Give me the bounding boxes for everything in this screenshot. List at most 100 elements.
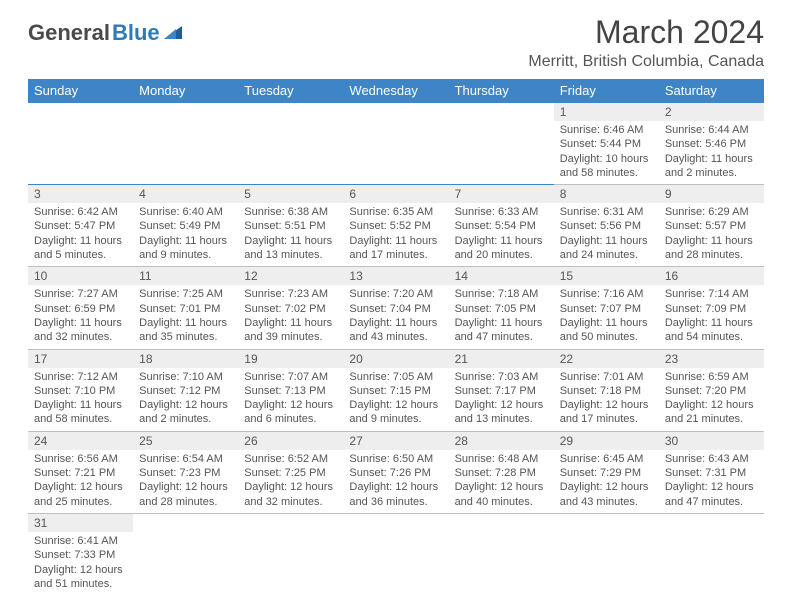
calendar-cell: 10Sunrise: 7:27 AMSunset: 6:59 PMDayligh… [28,267,133,349]
day-info: Sunrise: 6:40 AMSunset: 5:49 PMDaylight:… [133,203,238,266]
day-number: 25 [133,432,238,450]
info-line: Daylight: 12 hours [560,480,653,494]
info-line: Daylight: 11 hours [560,316,653,330]
info-line: and 28 minutes. [139,495,232,509]
info-line: Daylight: 11 hours [455,316,548,330]
info-line: and 2 minutes. [665,166,758,180]
day-number: 12 [238,267,343,285]
day-info: Sunrise: 7:18 AMSunset: 7:05 PMDaylight:… [449,285,554,348]
dayname: Thursday [449,79,554,103]
info-line: and 9 minutes. [349,412,442,426]
info-line: Sunset: 7:01 PM [139,302,232,316]
dayname: Monday [133,79,238,103]
info-line: Sunrise: 6:38 AM [244,205,337,219]
info-line: Daylight: 11 hours [560,234,653,248]
info-line: Sunrise: 7:03 AM [455,370,548,384]
calendar-cell: 25Sunrise: 6:54 AMSunset: 7:23 PMDayligh… [133,431,238,513]
day-info: Sunrise: 7:25 AMSunset: 7:01 PMDaylight:… [133,285,238,348]
day-info: Sunrise: 6:43 AMSunset: 7:31 PMDaylight:… [659,450,764,513]
info-line: Sunrise: 7:05 AM [349,370,442,384]
info-line: Sunrise: 6:33 AM [455,205,548,219]
calendar-cell [133,103,238,185]
info-line: and 47 minutes. [665,495,758,509]
day-number: 27 [343,432,448,450]
info-line: Sunrise: 7:14 AM [665,287,758,301]
day-number: 7 [449,185,554,203]
info-line: Sunset: 7:15 PM [349,384,442,398]
day-info: Sunrise: 7:16 AMSunset: 7:07 PMDaylight:… [554,285,659,348]
info-line: Daylight: 12 hours [139,480,232,494]
info-line: Daylight: 11 hours [665,152,758,166]
dayname-row: Sunday Monday Tuesday Wednesday Thursday… [28,79,764,103]
day-number: 1 [554,103,659,121]
info-line: and 58 minutes. [560,166,653,180]
calendar-cell: 12Sunrise: 7:23 AMSunset: 7:02 PMDayligh… [238,267,343,349]
calendar-cell: 8Sunrise: 6:31 AMSunset: 5:56 PMDaylight… [554,185,659,267]
info-line: Sunset: 7:28 PM [455,466,548,480]
dayname: Saturday [659,79,764,103]
calendar-cell: 5Sunrise: 6:38 AMSunset: 5:51 PMDaylight… [238,185,343,267]
info-line: and 50 minutes. [560,330,653,344]
calendar-cell [554,513,659,595]
calendar-cell: 21Sunrise: 7:03 AMSunset: 7:17 PMDayligh… [449,349,554,431]
info-line: and 32 minutes. [244,495,337,509]
info-line: Sunset: 5:56 PM [560,219,653,233]
calendar-cell [343,513,448,595]
day-info: Sunrise: 6:56 AMSunset: 7:21 PMDaylight:… [28,450,133,513]
calendar-cell: 6Sunrise: 6:35 AMSunset: 5:52 PMDaylight… [343,185,448,267]
sail-icon [164,24,184,40]
info-line: and 6 minutes. [244,412,337,426]
info-line: Daylight: 12 hours [349,480,442,494]
day-number: 18 [133,350,238,368]
info-line: Sunrise: 7:23 AM [244,287,337,301]
info-line: Sunset: 7:29 PM [560,466,653,480]
info-line: Sunrise: 6:54 AM [139,452,232,466]
info-line: and 9 minutes. [139,248,232,262]
day-info: Sunrise: 6:44 AMSunset: 5:46 PMDaylight:… [659,121,764,184]
day-number: 26 [238,432,343,450]
info-line: Sunrise: 6:41 AM [34,534,127,548]
info-line: Sunrise: 7:07 AM [244,370,337,384]
calendar-cell: 9Sunrise: 6:29 AMSunset: 5:57 PMDaylight… [659,185,764,267]
calendar-cell: 31Sunrise: 6:41 AMSunset: 7:33 PMDayligh… [28,513,133,595]
day-number: 19 [238,350,343,368]
info-line: Sunrise: 7:20 AM [349,287,442,301]
calendar-cell: 20Sunrise: 7:05 AMSunset: 7:15 PMDayligh… [343,349,448,431]
calendar-cell: 23Sunrise: 6:59 AMSunset: 7:20 PMDayligh… [659,349,764,431]
info-line: Sunset: 7:05 PM [455,302,548,316]
calendar-cell: 18Sunrise: 7:10 AMSunset: 7:12 PMDayligh… [133,349,238,431]
info-line: Sunset: 7:07 PM [560,302,653,316]
info-line: and 24 minutes. [560,248,653,262]
info-line: Daylight: 12 hours [244,398,337,412]
day-number: 22 [554,350,659,368]
day-number: 15 [554,267,659,285]
info-line: Sunset: 7:21 PM [34,466,127,480]
info-line: and 2 minutes. [139,412,232,426]
info-line: Sunrise: 6:35 AM [349,205,442,219]
info-line: Sunset: 7:02 PM [244,302,337,316]
day-info: Sunrise: 6:52 AMSunset: 7:25 PMDaylight:… [238,450,343,513]
calendar-row: 1 Sunrise: 6:46 AMSunset: 5:44 PM Daylight… [28,103,764,185]
calendar-cell [449,103,554,185]
day-number: 6 [343,185,448,203]
info-line: and 35 minutes. [139,330,232,344]
month-title: March 2024 [528,14,764,51]
info-line: and 39 minutes. [244,330,337,344]
info-line: Sunset: 5:44 PM [560,137,653,151]
info-line: Daylight: 11 hours [349,234,442,248]
info-line: Sunrise: 6:56 AM [34,452,127,466]
info-line: Sunset: 7:18 PM [560,384,653,398]
calendar-cell: 30Sunrise: 6:43 AMSunset: 7:31 PMDayligh… [659,431,764,513]
info-line: Daylight: 12 hours [455,480,548,494]
calendar-cell: 29Sunrise: 6:45 AMSunset: 7:29 PMDayligh… [554,431,659,513]
info-line: and 13 minutes. [244,248,337,262]
info-line: Sunrise: 6:46 AM [560,123,653,137]
info-line: Sunset: 7:13 PM [244,384,337,398]
info-line: Sunrise: 7:16 AM [560,287,653,301]
info-line: Sunrise: 6:42 AM [34,205,127,219]
info-line: Sunrise: 6:44 AM [665,123,758,137]
day-number: 21 [449,350,554,368]
info-line: Daylight: 12 hours [34,480,127,494]
day-number: 4 [133,185,238,203]
info-line: Daylight: 12 hours [349,398,442,412]
